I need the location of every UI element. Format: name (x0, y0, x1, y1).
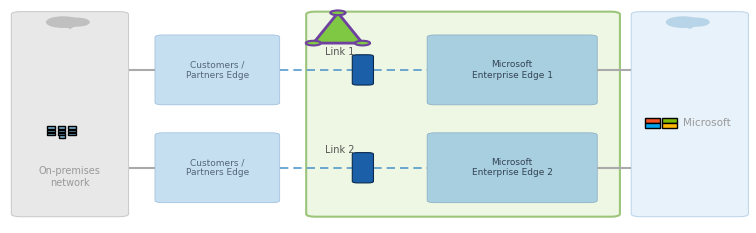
Text: Link 1: Link 1 (325, 47, 355, 57)
FancyBboxPatch shape (352, 153, 373, 183)
FancyBboxPatch shape (47, 126, 54, 129)
FancyBboxPatch shape (47, 130, 54, 132)
Text: Microsoft
Enterprise Edge 2: Microsoft Enterprise Edge 2 (472, 158, 553, 178)
FancyBboxPatch shape (57, 130, 65, 132)
FancyBboxPatch shape (47, 133, 54, 135)
Circle shape (64, 18, 89, 26)
Circle shape (667, 17, 700, 27)
Circle shape (684, 18, 709, 26)
FancyBboxPatch shape (68, 130, 76, 132)
Polygon shape (62, 24, 78, 28)
FancyBboxPatch shape (58, 135, 64, 138)
Polygon shape (313, 13, 363, 43)
Text: Microsoft
Enterprise Edge 1: Microsoft Enterprise Edge 1 (472, 60, 553, 80)
FancyBboxPatch shape (662, 123, 677, 128)
FancyBboxPatch shape (645, 118, 660, 123)
FancyBboxPatch shape (631, 12, 748, 217)
FancyBboxPatch shape (11, 12, 129, 217)
FancyBboxPatch shape (662, 118, 677, 123)
Text: Customers /
Partners Edge: Customers / Partners Edge (186, 158, 249, 178)
FancyBboxPatch shape (57, 126, 65, 129)
Circle shape (355, 41, 370, 45)
Circle shape (330, 10, 345, 15)
Text: Link 2: Link 2 (325, 145, 355, 155)
FancyBboxPatch shape (68, 133, 76, 135)
Text: Microsoft: Microsoft (683, 118, 731, 128)
FancyBboxPatch shape (306, 12, 620, 217)
FancyBboxPatch shape (427, 35, 597, 105)
Circle shape (47, 17, 80, 27)
FancyBboxPatch shape (352, 55, 373, 85)
FancyBboxPatch shape (155, 35, 280, 105)
FancyBboxPatch shape (57, 133, 65, 135)
Polygon shape (682, 24, 698, 28)
Text: On-premises
network: On-premises network (39, 166, 101, 188)
FancyBboxPatch shape (645, 123, 660, 128)
Circle shape (305, 41, 321, 45)
FancyBboxPatch shape (68, 126, 76, 129)
FancyBboxPatch shape (155, 133, 280, 203)
FancyBboxPatch shape (427, 133, 597, 203)
Text: Customers /
Partners Edge: Customers / Partners Edge (186, 60, 249, 80)
